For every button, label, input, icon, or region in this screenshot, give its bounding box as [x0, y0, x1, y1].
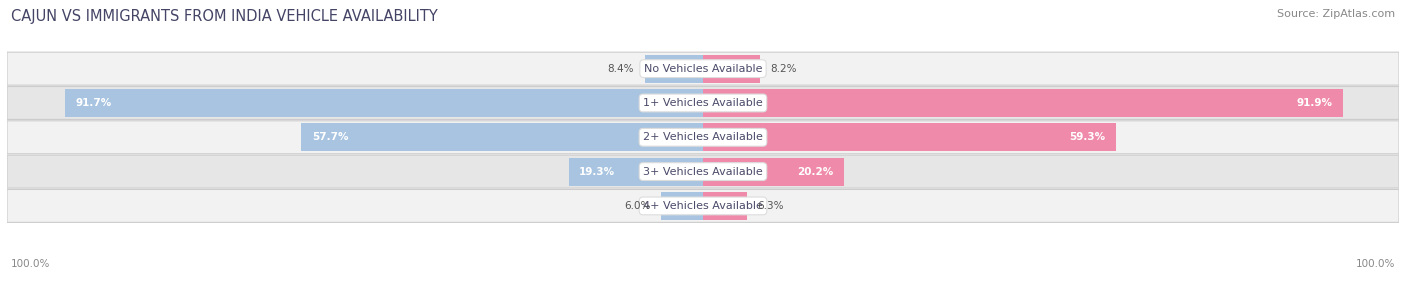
Bar: [65, 89, 703, 117]
Text: 57.7%: 57.7%: [312, 132, 349, 142]
Bar: [644, 55, 703, 83]
Bar: [703, 192, 747, 220]
Text: 8.4%: 8.4%: [607, 64, 634, 74]
Bar: [703, 158, 844, 186]
Text: 100.0%: 100.0%: [1355, 259, 1395, 269]
Text: 91.7%: 91.7%: [76, 98, 111, 108]
Text: 8.2%: 8.2%: [770, 64, 797, 74]
Text: 6.0%: 6.0%: [624, 201, 651, 211]
Text: 59.3%: 59.3%: [1069, 132, 1105, 142]
Text: 1+ Vehicles Available: 1+ Vehicles Available: [643, 98, 763, 108]
Text: 19.3%: 19.3%: [579, 167, 616, 176]
FancyBboxPatch shape: [7, 155, 1399, 188]
Text: 91.9%: 91.9%: [1296, 98, 1331, 108]
Text: 4+ Vehicles Available: 4+ Vehicles Available: [643, 201, 763, 211]
Bar: [568, 158, 703, 186]
Bar: [661, 192, 703, 220]
Bar: [703, 123, 1116, 151]
Text: No Vehicles Available: No Vehicles Available: [644, 64, 762, 74]
Text: 3+ Vehicles Available: 3+ Vehicles Available: [643, 167, 763, 176]
FancyBboxPatch shape: [7, 121, 1399, 154]
Bar: [301, 123, 703, 151]
Text: CAJUN VS IMMIGRANTS FROM INDIA VEHICLE AVAILABILITY: CAJUN VS IMMIGRANTS FROM INDIA VEHICLE A…: [11, 9, 439, 23]
Bar: [703, 55, 761, 83]
Bar: [703, 89, 1343, 117]
Text: Source: ZipAtlas.com: Source: ZipAtlas.com: [1277, 9, 1395, 19]
Text: 2+ Vehicles Available: 2+ Vehicles Available: [643, 132, 763, 142]
FancyBboxPatch shape: [7, 86, 1399, 120]
FancyBboxPatch shape: [7, 52, 1399, 85]
Text: 20.2%: 20.2%: [797, 167, 834, 176]
Text: 6.3%: 6.3%: [758, 201, 783, 211]
FancyBboxPatch shape: [7, 189, 1399, 223]
Text: 100.0%: 100.0%: [11, 259, 51, 269]
